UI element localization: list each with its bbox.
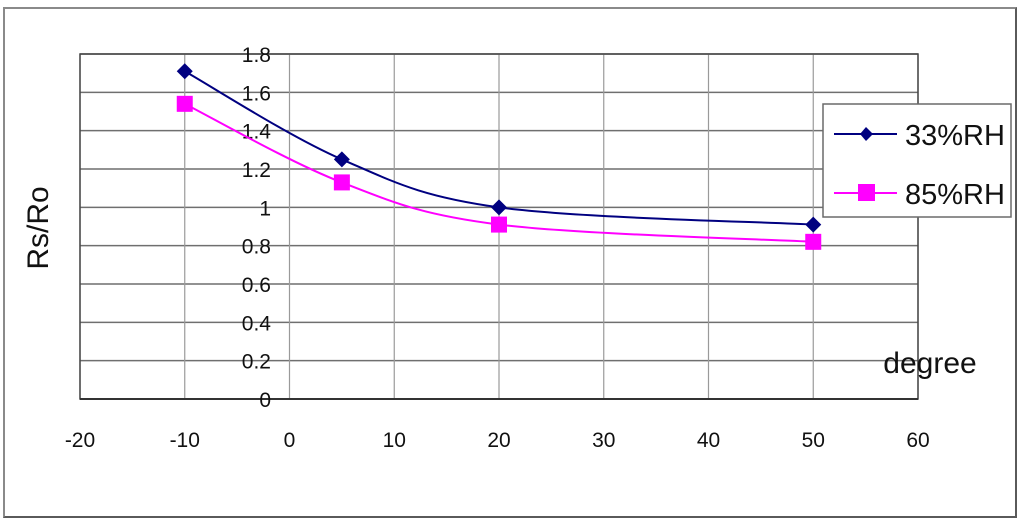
legend-label: 85%RH <box>905 179 1005 211</box>
x-tick-label: -20 <box>65 429 95 452</box>
legend-item-33rh: 33%RH <box>834 120 1005 152</box>
y-axis-title: Rs/Ro <box>22 186 55 269</box>
x-tick-label: -10 <box>170 429 200 452</box>
y-tick-label: 0.6 <box>242 274 271 297</box>
diamond-marker-icon <box>176 63 193 80</box>
square-marker-icon <box>176 95 193 112</box>
y-tick-label: 1.2 <box>242 159 271 182</box>
legend-item-85rh: 85%RH <box>834 179 1005 211</box>
x-tick-label: 60 <box>906 429 929 452</box>
diamond-marker-icon <box>805 216 822 233</box>
y-tick-label: 0.2 <box>242 351 271 374</box>
y-tick-label: 1.4 <box>242 121 272 144</box>
legend-label: 33%RH <box>905 120 1005 152</box>
x-tick-label: 20 <box>487 429 510 452</box>
diamond-marker-icon <box>860 127 873 141</box>
x-axis-tick-labels: -20 -10 0 10 20 30 40 50 60 <box>65 429 930 452</box>
square-marker-icon <box>858 184 875 201</box>
x-tick-label: 0 <box>284 429 296 452</box>
square-marker-icon <box>805 233 822 250</box>
x-tick-label: 30 <box>592 429 615 452</box>
x-tick-label: 50 <box>802 429 825 452</box>
y-tick-label: 0.8 <box>242 236 271 259</box>
y-tick-label: 1 <box>259 197 271 220</box>
data-series <box>176 63 822 250</box>
x-tick-label: 40 <box>697 429 720 452</box>
y-tick-label: 0 <box>259 389 271 412</box>
square-marker-icon <box>491 216 507 233</box>
x-tick-label: 10 <box>383 429 406 452</box>
legend: 33%RH 85%RH <box>822 103 1012 218</box>
y-axis-tick-labels: 0 0.2 0.4 0.6 0.8 1 1.2 1.4 1.6 1.8 <box>242 44 272 412</box>
diamond-marker-icon <box>333 151 350 168</box>
legend-box <box>822 103 1012 218</box>
square-marker-icon <box>333 174 350 191</box>
series-85rh <box>176 95 822 250</box>
y-tick-label: 1.6 <box>242 82 271 105</box>
series-33rh <box>176 63 822 233</box>
diamond-marker-icon <box>491 199 507 216</box>
y-tick-label: 0.4 <box>242 312 272 335</box>
y-tick-label: 1.8 <box>242 44 271 67</box>
x-axis-title: degree <box>883 347 976 380</box>
